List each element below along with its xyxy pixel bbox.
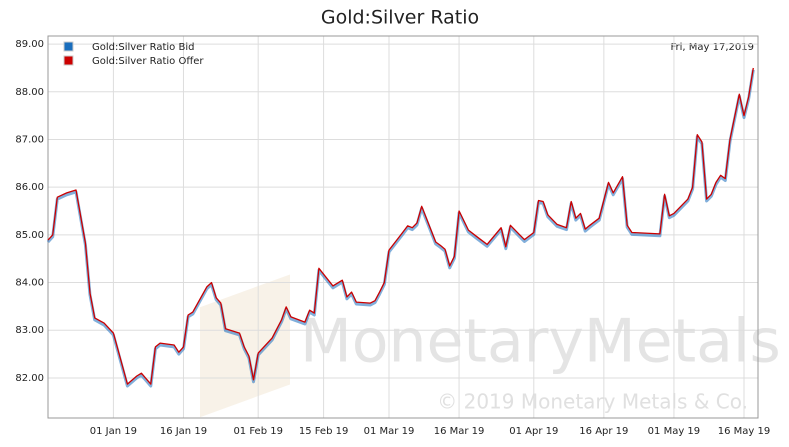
x-tick-label: 16 Jan 19: [160, 426, 207, 437]
watermark-text: MonetaryMetals: [300, 307, 781, 377]
date-note: Fri, May 17,2019: [671, 42, 754, 53]
legend-swatch: [63, 41, 74, 52]
x-tick-label: 01 Jan 19: [90, 426, 137, 437]
watermark: MonetaryMetals © 2019 Monetary Metals & …: [200, 274, 781, 418]
legend-swatch: [63, 55, 74, 66]
plot-frame: [47, 35, 759, 419]
y-tick-label: 84.00: [15, 278, 44, 289]
x-tick-label: 16 May 19: [718, 426, 770, 437]
y-tick-label: 82.00: [15, 373, 44, 384]
y-tick-label: 88.00: [15, 87, 44, 98]
chart-title: Gold:Silver Ratio: [321, 7, 479, 29]
x-tick-label: 16 Mar 19: [434, 426, 485, 437]
y-tick-label: 89.00: [15, 39, 44, 50]
y-tick-label: 86.00: [15, 182, 44, 193]
x-tick-label: 01 Apr 19: [509, 426, 558, 437]
x-tick-label: 16 Apr 19: [579, 426, 628, 437]
x-tick-label: 15 Feb 19: [299, 426, 349, 437]
legend-label: Gold:Silver Ratio Offer: [92, 56, 204, 67]
x-tick-label: 01 Feb 19: [233, 426, 283, 437]
series-line: [47, 67, 754, 385]
series-line: [46, 69, 755, 388]
legend-label: Gold:Silver Ratio Bid: [92, 42, 194, 53]
y-tick-label: 87.00: [15, 134, 44, 145]
y-tick-label: 83.00: [15, 325, 44, 336]
x-tick-label: 01 Mar 19: [364, 426, 415, 437]
x-tick-label: 01 May 19: [648, 426, 700, 437]
y-tick-label: 85.00: [15, 230, 44, 241]
copyright: © 2019 Monetary Metals & Co.: [437, 390, 748, 414]
